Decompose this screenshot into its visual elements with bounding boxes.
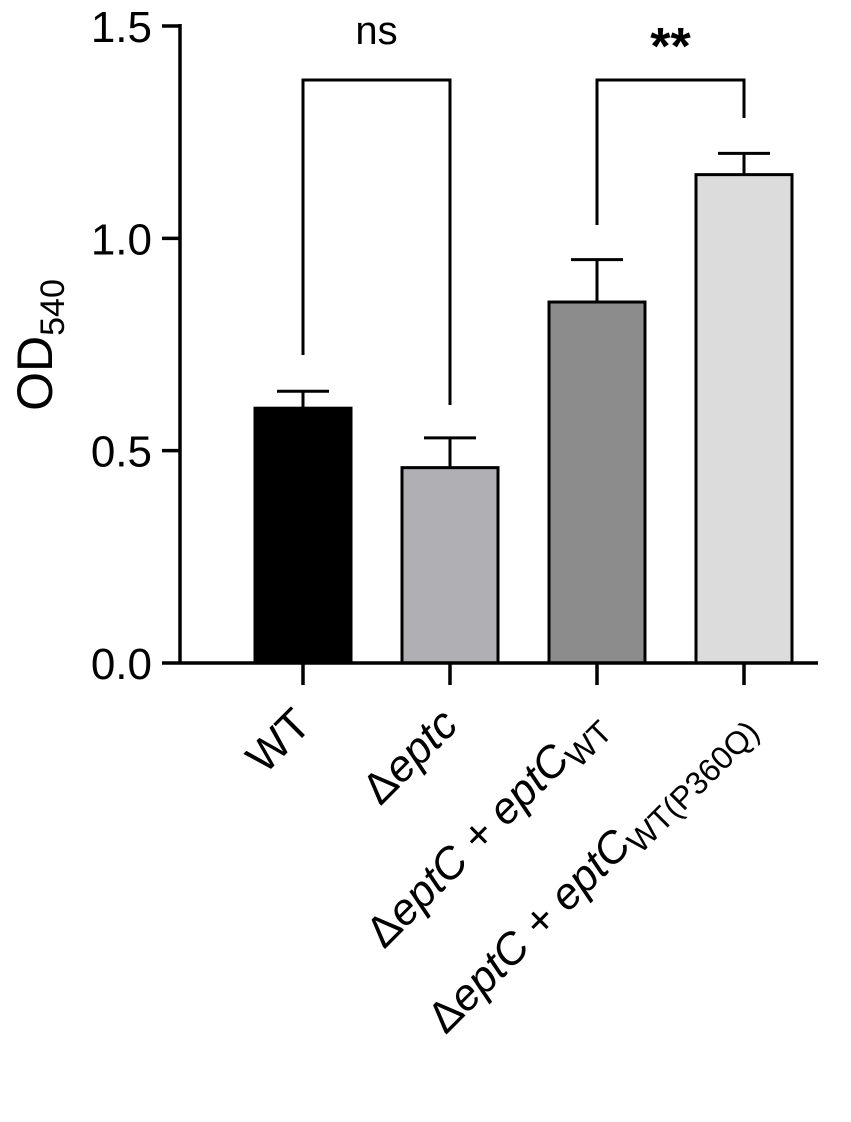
y-tick-label-1: 0.5: [91, 428, 152, 477]
x-category-suffix-3: + eptC: [505, 819, 642, 956]
x-category-main-0: WT: [237, 699, 320, 782]
y-axis-label-subscript: 540: [34, 279, 72, 336]
x-category-label-0: WT: [237, 699, 320, 782]
y-tick-label-3: 1.5: [91, 3, 152, 52]
y-tick-label-2: 1.0: [91, 215, 152, 264]
significance-bracket-1: [595, 78, 746, 225]
bar-1: [400, 466, 500, 665]
significance-label-0: ns: [355, 9, 397, 53]
significance-label-1: **: [650, 18, 691, 76]
bar-0: [253, 406, 353, 665]
x-category-label-1: Δeptc: [353, 699, 467, 813]
y-tick-label-0: 0.0: [91, 640, 152, 689]
x-category-subscript-3: WT(P360Q): [620, 714, 766, 860]
significance-bracket-0: [301, 78, 452, 405]
y-axis-label-main: OD: [7, 336, 63, 411]
y-axis-label: OD540: [7, 279, 72, 411]
bar-3: [694, 173, 794, 665]
x-category-suffix-2: + eptC: [443, 734, 580, 871]
bar-2: [547, 300, 647, 665]
